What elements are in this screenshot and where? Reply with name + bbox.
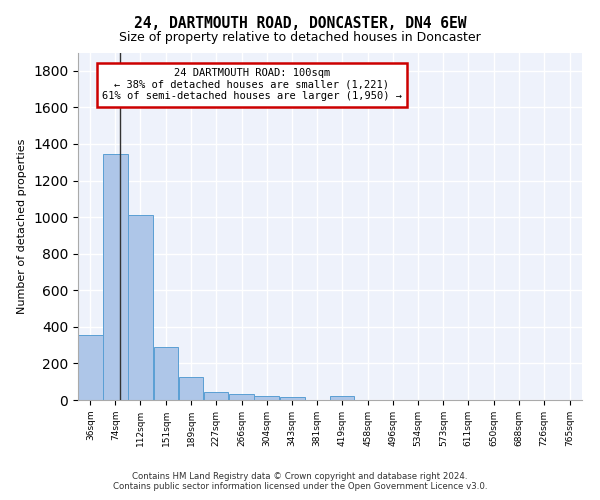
Bar [229, 394, 254, 400]
Bar [330, 396, 355, 400]
Bar [203, 392, 229, 400]
Bar [280, 396, 305, 400]
Bar [128, 216, 153, 400]
Text: Contains HM Land Registry data © Crown copyright and database right 2024.
Contai: Contains HM Land Registry data © Crown c… [113, 472, 487, 491]
Bar [179, 377, 203, 400]
Bar [78, 335, 103, 400]
Text: 24, DARTMOUTH ROAD, DONCASTER, DN4 6EW: 24, DARTMOUTH ROAD, DONCASTER, DN4 6EW [134, 16, 466, 31]
Text: 24 DARTMOUTH ROAD: 100sqm
← 38% of detached houses are smaller (1,221)
61% of se: 24 DARTMOUTH ROAD: 100sqm ← 38% of detac… [102, 68, 402, 102]
Bar [103, 154, 128, 400]
Bar [154, 347, 178, 400]
Y-axis label: Number of detached properties: Number of detached properties [17, 138, 28, 314]
Bar [254, 396, 279, 400]
Text: Size of property relative to detached houses in Doncaster: Size of property relative to detached ho… [119, 31, 481, 44]
